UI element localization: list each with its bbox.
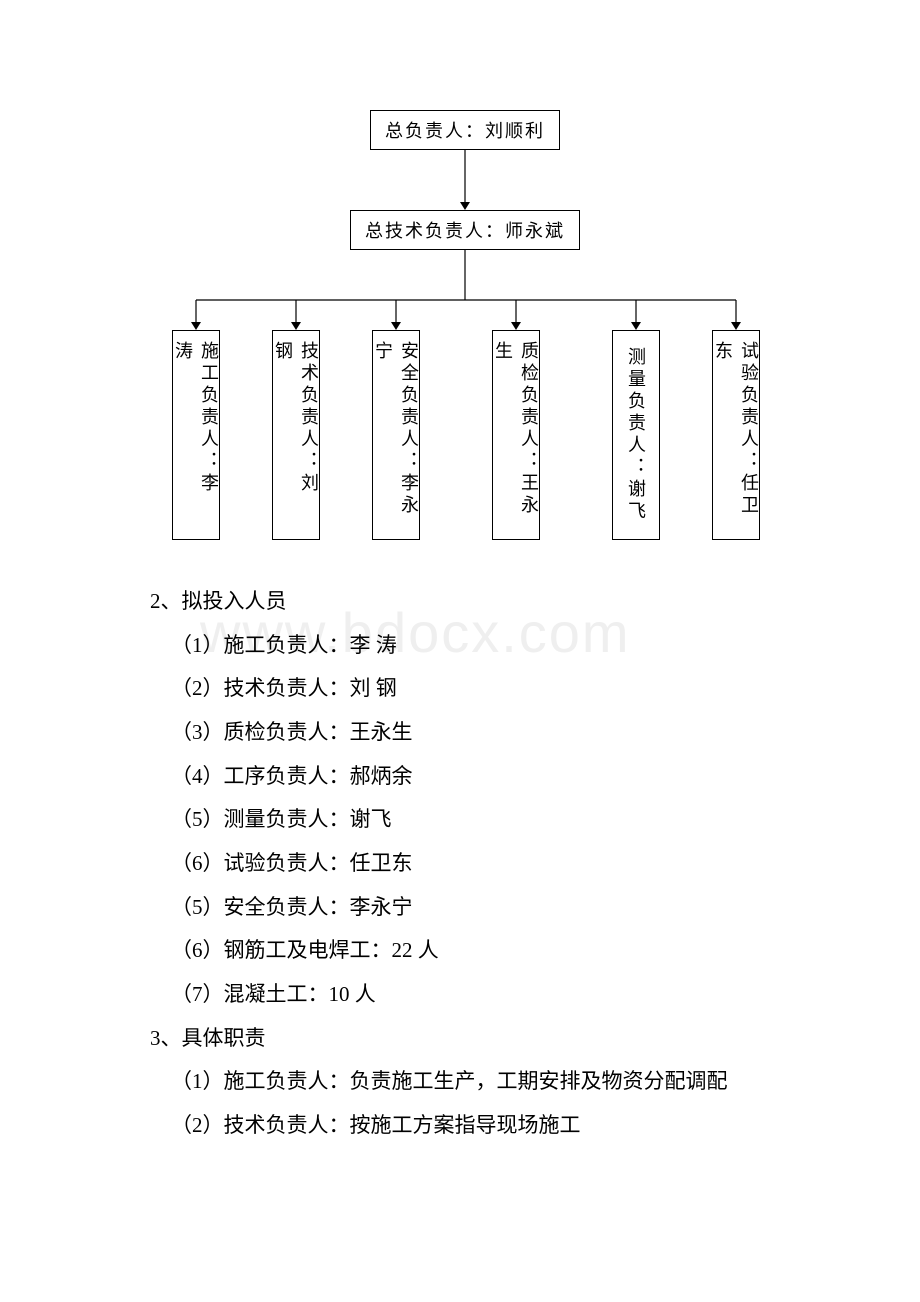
list-item: （6）试验负责人：任卫东 [150,842,790,886]
org-box-leaf-3: 质检负责人：王永生 [492,330,540,540]
list-item: （1）施工负责人：负责施工生产，工期安排及物资分配调配 [150,1060,790,1104]
org-box-mid: 总技术负责人：师永斌 [350,210,580,250]
list-item: （2）技术负责人：刘 钢 [150,667,790,711]
list-item: （1）施工负责人：李 涛 [150,624,790,668]
list-item: （6）钢筋工及电焊工：22 人 [150,929,790,973]
org-box-leaf-1: 技术负责人：刘 钢 [272,330,320,540]
org-box-leaf-2: 安全负责人：李永宁 [372,330,420,540]
list-item: （5）测量负责人：谢飞 [150,798,790,842]
list-item: （7）混凝土工：10 人 [150,973,790,1017]
org-box-leaf-4: 测量负责人：谢飞 [612,330,660,540]
chart-connectors [0,0,920,560]
org-box-leaf-5: 试验负责人：任卫东 [712,330,760,540]
org-box-top: 总负责人：刘顺利 [370,110,560,150]
list-item: （5）安全负责人：李永宁 [150,886,790,930]
list-item: （3）质检负责人：王永生 [150,711,790,755]
org-chart: 总负责人：刘顺利总技术负责人：师永斌施工负责人：李 涛 技术负责人：刘 钢 安全负责… [0,0,920,560]
list-item: （2）技术负责人：按施工方案指导现场施工 [150,1104,790,1148]
document-body: 2、拟投入人员 （1）施工负责人：李 涛 （2）技术负责人：刘 钢 （3）质检负… [150,580,790,1148]
section-2-title: 2、拟投入人员 [150,580,790,624]
org-box-leaf-0: 施工负责人：李 涛 [172,330,220,540]
list-item: （4）工序负责人：郝炳余 [150,755,790,799]
section-3-title: 3、具体职责 [150,1017,790,1061]
